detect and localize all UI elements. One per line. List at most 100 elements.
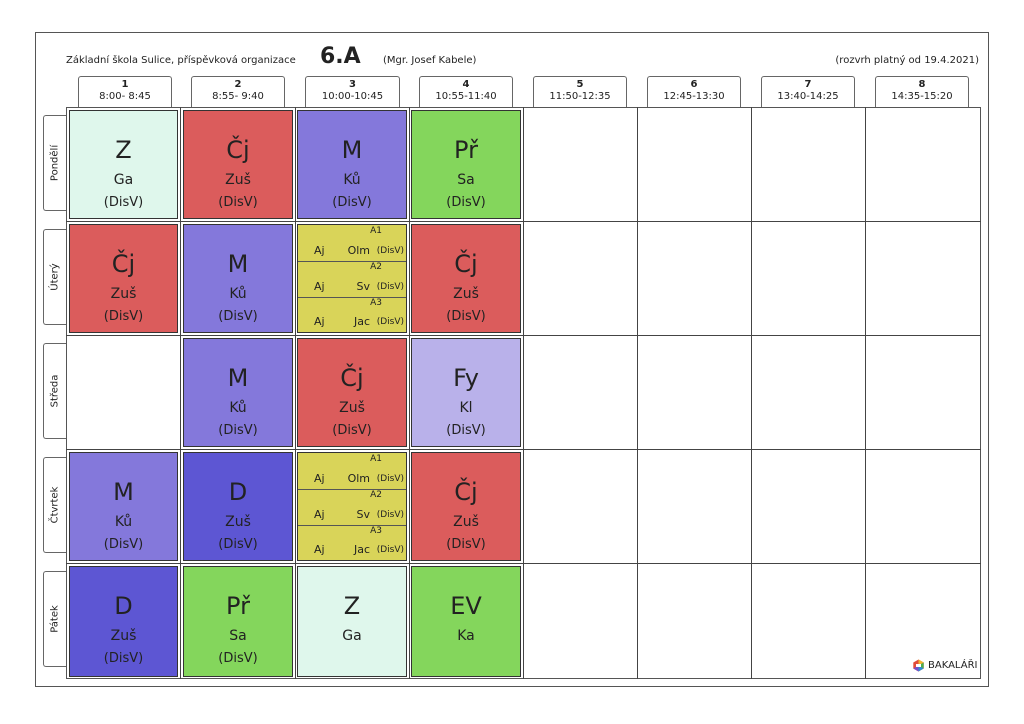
group-teacher: Jac (353, 543, 370, 556)
period-number: 5 (576, 79, 584, 90)
lesson-room: (DisV) (218, 423, 258, 438)
lesson-teacher: Ků (229, 286, 247, 302)
lesson-subject: Čj (340, 364, 364, 392)
day-label: Středa (49, 374, 61, 408)
lesson-subject: EV (450, 592, 482, 620)
lesson-cell[interactable]: Čj Zuš (DisV) (411, 224, 521, 333)
grid-divider (180, 107, 181, 679)
period-header-3: 3 10:00-10:45 (305, 76, 400, 107)
lesson-cell[interactable]: EV Ka (411, 566, 521, 677)
period-number: 2 (234, 79, 242, 90)
lesson-subject: M (341, 136, 363, 164)
group-room: (DisV) (376, 545, 404, 555)
lesson-teacher: Zuš (225, 172, 251, 188)
period-time: 13:40-14:25 (777, 91, 839, 102)
lesson-cell[interactable]: Př Sa (DisV) (411, 110, 521, 219)
group-label: A3 (370, 526, 382, 536)
lesson-subject: M (227, 250, 249, 278)
group-label: A2 (370, 490, 382, 500)
lesson-cell[interactable]: M Ků (DisV) (297, 110, 407, 219)
lesson-cell[interactable]: Z Ga (297, 566, 407, 677)
lesson-teacher: Zuš (110, 628, 137, 644)
day-tab-tuesday: Úterý (43, 229, 66, 325)
lesson-teacher: Ků (229, 400, 247, 416)
grid-divider (66, 221, 981, 222)
group-room: (DisV) (376, 474, 404, 484)
lesson-cell[interactable]: Čj Zuš (DisV) (297, 338, 407, 447)
lesson-cell[interactable]: Čj Zuš (DisV) (411, 452, 521, 561)
group-lesson-cell[interactable]: A1 Aj Olm (DisV) A2 Aj Sv (DisV) A3 Aj J… (297, 224, 407, 333)
group-subject: Aj (314, 244, 325, 257)
group-label: A1 (370, 226, 382, 236)
period-time: 8:00- 8:45 (99, 91, 151, 102)
lesson-subject: Čj (111, 250, 136, 278)
bakalari-logo-icon (913, 659, 924, 672)
grid-divider (66, 335, 981, 336)
lesson-cell[interactable]: Př Sa (DisV) (183, 566, 293, 677)
group-row[interactable]: A3 Aj Jac (DisV) (298, 297, 406, 332)
group-room: (DisV) (376, 317, 404, 327)
period-time: 11:50-12:35 (549, 91, 611, 102)
group-subject: Aj (314, 543, 325, 556)
lesson-room: (DisV) (103, 309, 144, 324)
lesson-room: (DisV) (446, 537, 486, 552)
group-label: A3 (370, 298, 382, 308)
day-label: Pondělí (49, 144, 61, 182)
lesson-cell[interactable]: Čj Zuš (DisV) (183, 110, 293, 219)
lesson-cell[interactable]: D Zuš (DisV) (69, 566, 178, 677)
class-name: 6.A (320, 44, 361, 69)
lesson-subject: Z (343, 592, 361, 620)
group-room: (DisV) (376, 246, 404, 256)
lesson-room: (DisV) (446, 423, 486, 438)
group-room: (DisV) (376, 510, 404, 520)
group-teacher: Sv (356, 280, 371, 293)
group-row[interactable]: A2 Aj Sv (DisV) (298, 261, 406, 298)
period-number: 3 (349, 79, 356, 90)
lesson-subject: Čj (454, 250, 478, 278)
lesson-room: (DisV) (103, 195, 144, 210)
lesson-teacher: Zuš (453, 286, 479, 302)
lesson-cell[interactable]: Čj Zuš (DisV) (69, 224, 178, 333)
lesson-cell[interactable]: M Ků (DisV) (183, 338, 293, 447)
grid-divider (66, 563, 981, 564)
lesson-subject: D (114, 592, 133, 620)
group-row[interactable]: A1 Aj Olm (DisV) (298, 225, 406, 262)
group-row[interactable]: A1 Aj Olm (DisV) (298, 453, 406, 490)
group-teacher: Jac (353, 315, 370, 328)
period-number: 6 (690, 79, 698, 90)
period-header-4: 4 10:55-11:40 (419, 76, 513, 107)
group-lesson-cell[interactable]: A1 Aj Olm (DisV) A2 Aj Sv (DisV) A3 Aj J… (297, 452, 407, 561)
day-label: Pátek (49, 605, 61, 633)
period-header-1: 1 8:00- 8:45 (78, 76, 172, 107)
lesson-room: (DisV) (103, 537, 144, 552)
validity-note: (rozvrh platný od 19.4.2021) (835, 55, 979, 66)
lesson-cell[interactable]: M Ků (DisV) (183, 224, 293, 333)
group-subject: Aj (314, 280, 325, 293)
group-row[interactable]: A2 Aj Sv (DisV) (298, 489, 406, 526)
period-time: 8:55- 9:40 (212, 91, 264, 102)
lesson-room: (DisV) (218, 537, 258, 552)
lesson-cell[interactable]: Z Ga (DisV) (69, 110, 178, 219)
group-row[interactable]: A3 Aj Jac (DisV) (298, 525, 406, 560)
period-header-8: 8 14:35-15:20 (875, 76, 969, 107)
group-label: A2 (370, 262, 382, 272)
grid-divider (66, 449, 981, 450)
lesson-teacher: Zuš (225, 514, 251, 530)
group-teacher: Olm (347, 472, 370, 485)
lesson-teacher: Kl (459, 400, 473, 416)
lesson-cell[interactable]: Fy Kl (DisV) (411, 338, 521, 447)
lesson-teacher: Ka (457, 628, 475, 644)
bakalari-logo: BAKALÁŘI (912, 659, 977, 672)
lesson-cell[interactable]: D Zuš (DisV) (183, 452, 293, 561)
day-label: Čtvrtek (49, 486, 61, 524)
lesson-room: (DisV) (446, 309, 486, 324)
lesson-room: (DisV) (218, 651, 258, 666)
lesson-subject: Z (115, 136, 132, 164)
period-number: 1 (121, 79, 129, 90)
logo-text: BAKALÁŘI (928, 660, 978, 671)
lesson-teacher: Sa (457, 172, 475, 188)
lesson-cell[interactable]: M Ků (DisV) (69, 452, 178, 561)
period-header-6: 6 12:45-13:30 (647, 76, 741, 107)
grid-divider (865, 107, 866, 679)
period-header-5: 5 11:50-12:35 (533, 76, 627, 107)
